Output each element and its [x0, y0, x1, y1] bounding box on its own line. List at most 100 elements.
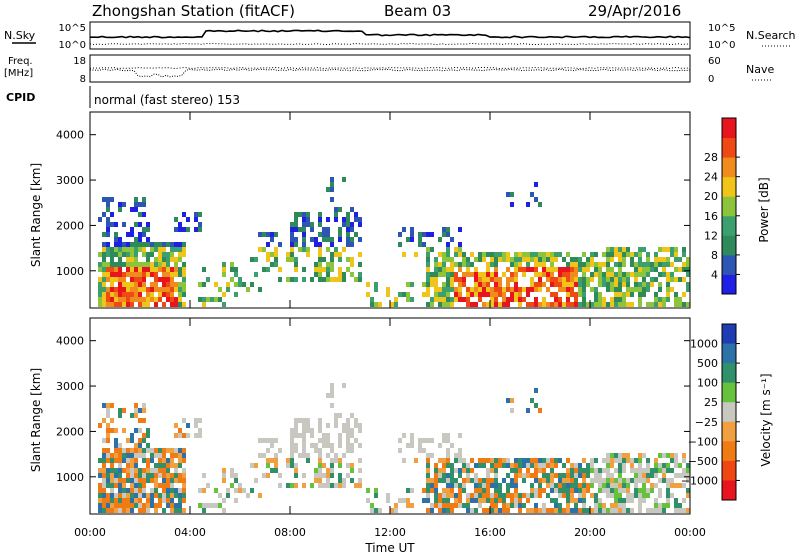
velocity-cell	[518, 463, 522, 468]
power-cell	[118, 257, 122, 262]
velocity-cell	[610, 508, 614, 513]
velocity-cell	[114, 483, 118, 488]
colorbar-swatch	[722, 196, 736, 217]
velocity-cell	[162, 468, 166, 473]
power-cell	[318, 217, 322, 222]
velocity-cell	[426, 438, 430, 443]
velocity-cell	[266, 448, 270, 453]
velocity-cell	[110, 473, 114, 478]
velocity-cell	[130, 463, 134, 468]
power-cell	[646, 282, 650, 287]
power-cell	[98, 262, 102, 267]
velocity-cell	[446, 473, 450, 478]
velocity-cell	[598, 468, 602, 473]
power-cell	[450, 237, 454, 242]
power-cell	[290, 222, 294, 227]
power-cell	[610, 282, 614, 287]
velocity-cell	[130, 433, 134, 438]
velocity-cell	[306, 458, 310, 463]
power-cell	[594, 297, 598, 302]
velocity-cell	[458, 453, 462, 458]
velocity-cell	[642, 468, 646, 473]
power-cell	[226, 282, 230, 287]
power-cell	[138, 282, 142, 287]
velocity-cell	[206, 503, 210, 508]
power-cell	[178, 272, 182, 277]
velocity-cell	[682, 453, 686, 458]
power-cell	[518, 287, 522, 292]
velocity-cell	[558, 458, 562, 463]
velocity-cell	[446, 483, 450, 488]
power-cell	[686, 262, 690, 267]
velocity-cell	[538, 493, 542, 498]
power-cell	[314, 262, 318, 267]
power-cell	[130, 292, 134, 297]
velocity-cell	[130, 438, 134, 443]
power-cell	[458, 267, 462, 272]
velocity-cell	[614, 468, 618, 473]
power-cell	[330, 277, 334, 282]
power-cell	[138, 287, 142, 292]
velocity-cell	[502, 493, 506, 498]
velocity-cell	[642, 473, 646, 478]
power-cell	[598, 292, 602, 297]
power-cell	[342, 222, 346, 227]
velocity-cell	[310, 433, 314, 438]
power-cell	[446, 277, 450, 282]
velocity-cell	[258, 438, 262, 443]
velocity-cell	[122, 493, 126, 498]
velocity-cell	[338, 478, 342, 483]
power-cell	[410, 227, 414, 232]
velocity-cell	[478, 458, 482, 463]
velocity-cell	[134, 428, 138, 433]
power-cell	[426, 257, 430, 262]
power-cell	[594, 287, 598, 292]
velocity-cell	[634, 468, 638, 473]
velocity-cell	[118, 483, 122, 488]
power-cell	[346, 237, 350, 242]
power-cell	[114, 277, 118, 282]
velocity-cell	[154, 463, 158, 468]
power-cell	[550, 292, 554, 297]
velocity-cell	[102, 488, 106, 493]
velocity-cell	[342, 453, 346, 458]
power-cell	[302, 227, 306, 232]
power-cell	[626, 302, 630, 307]
velocity-cell	[434, 473, 438, 478]
power-cell	[402, 252, 406, 257]
velocity-cell	[170, 483, 174, 488]
power-cell	[138, 297, 142, 302]
power-cell	[318, 252, 322, 257]
power-cell	[498, 257, 502, 262]
power-cell	[638, 247, 642, 252]
velocity-cell	[506, 493, 510, 498]
power-cell	[350, 207, 354, 212]
velocity-cell	[474, 493, 478, 498]
colorbar-tick-label: 4	[711, 268, 718, 281]
power-cell	[330, 197, 334, 202]
velocity-cell	[342, 428, 346, 433]
velocity-cell	[526, 498, 530, 503]
power-cell	[134, 287, 138, 292]
power-cell	[514, 282, 518, 287]
freq-left-tick-bottom: 8	[80, 74, 86, 85]
velocity-cell	[454, 468, 458, 473]
power-cell	[554, 257, 558, 262]
power-cell	[514, 267, 518, 272]
velocity-cell	[130, 488, 134, 493]
power-cell	[98, 292, 102, 297]
velocity-cell	[422, 438, 426, 443]
power-cell	[306, 222, 310, 227]
velocity-cell	[178, 433, 182, 438]
power-cell	[674, 257, 678, 262]
power-cell	[546, 257, 550, 262]
velocity-cell	[562, 463, 566, 468]
power-cell	[426, 277, 430, 282]
velocity-cell	[434, 463, 438, 468]
velocity-cell	[550, 458, 554, 463]
power-cell	[682, 252, 686, 257]
power-cell	[314, 272, 318, 277]
velocity-cell	[130, 493, 134, 498]
velocity-cell	[486, 468, 490, 473]
cpid-text: normal (fast stereo) 153	[94, 93, 240, 107]
